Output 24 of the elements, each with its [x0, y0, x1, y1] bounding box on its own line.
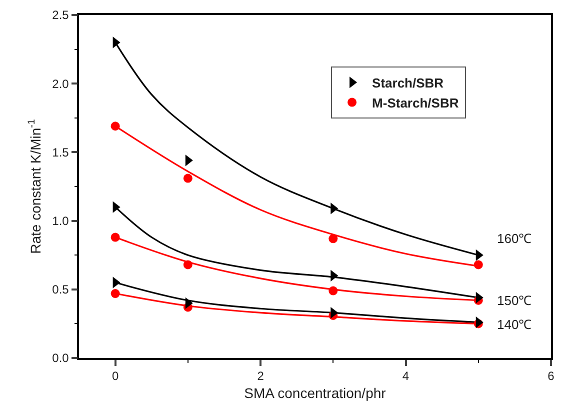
y-tick-label: 0.0	[52, 351, 70, 366]
point	[110, 289, 120, 298]
legend-label: Starch/SBR	[372, 75, 444, 90]
point	[110, 232, 120, 242]
point	[183, 260, 192, 270]
point	[110, 122, 120, 131]
y-tick-label: 1.0	[52, 214, 70, 228]
y-tick-label: 2.5	[52, 8, 70, 22]
annotation: 150℃	[497, 293, 532, 308]
point	[328, 234, 338, 244]
annotation: 160℃	[497, 231, 532, 246]
point	[474, 260, 483, 270]
x-tick-label: 6	[548, 369, 555, 384]
point	[328, 286, 338, 296]
point	[183, 174, 192, 183]
y-tick-label: 2.0	[52, 76, 70, 91]
legend-label: M-Starch/SBR	[372, 95, 460, 110]
y-tick-label: 1.5	[52, 145, 70, 160]
annotation: 140℃	[497, 317, 532, 332]
x-axis-title: SMA concentration/phr	[244, 384, 386, 401]
y-tick-label: 0.5	[52, 282, 70, 297]
x-tick-label: 0	[112, 369, 119, 384]
x-tick-label: 2	[257, 369, 264, 384]
x-tick-label: 4	[402, 369, 410, 384]
